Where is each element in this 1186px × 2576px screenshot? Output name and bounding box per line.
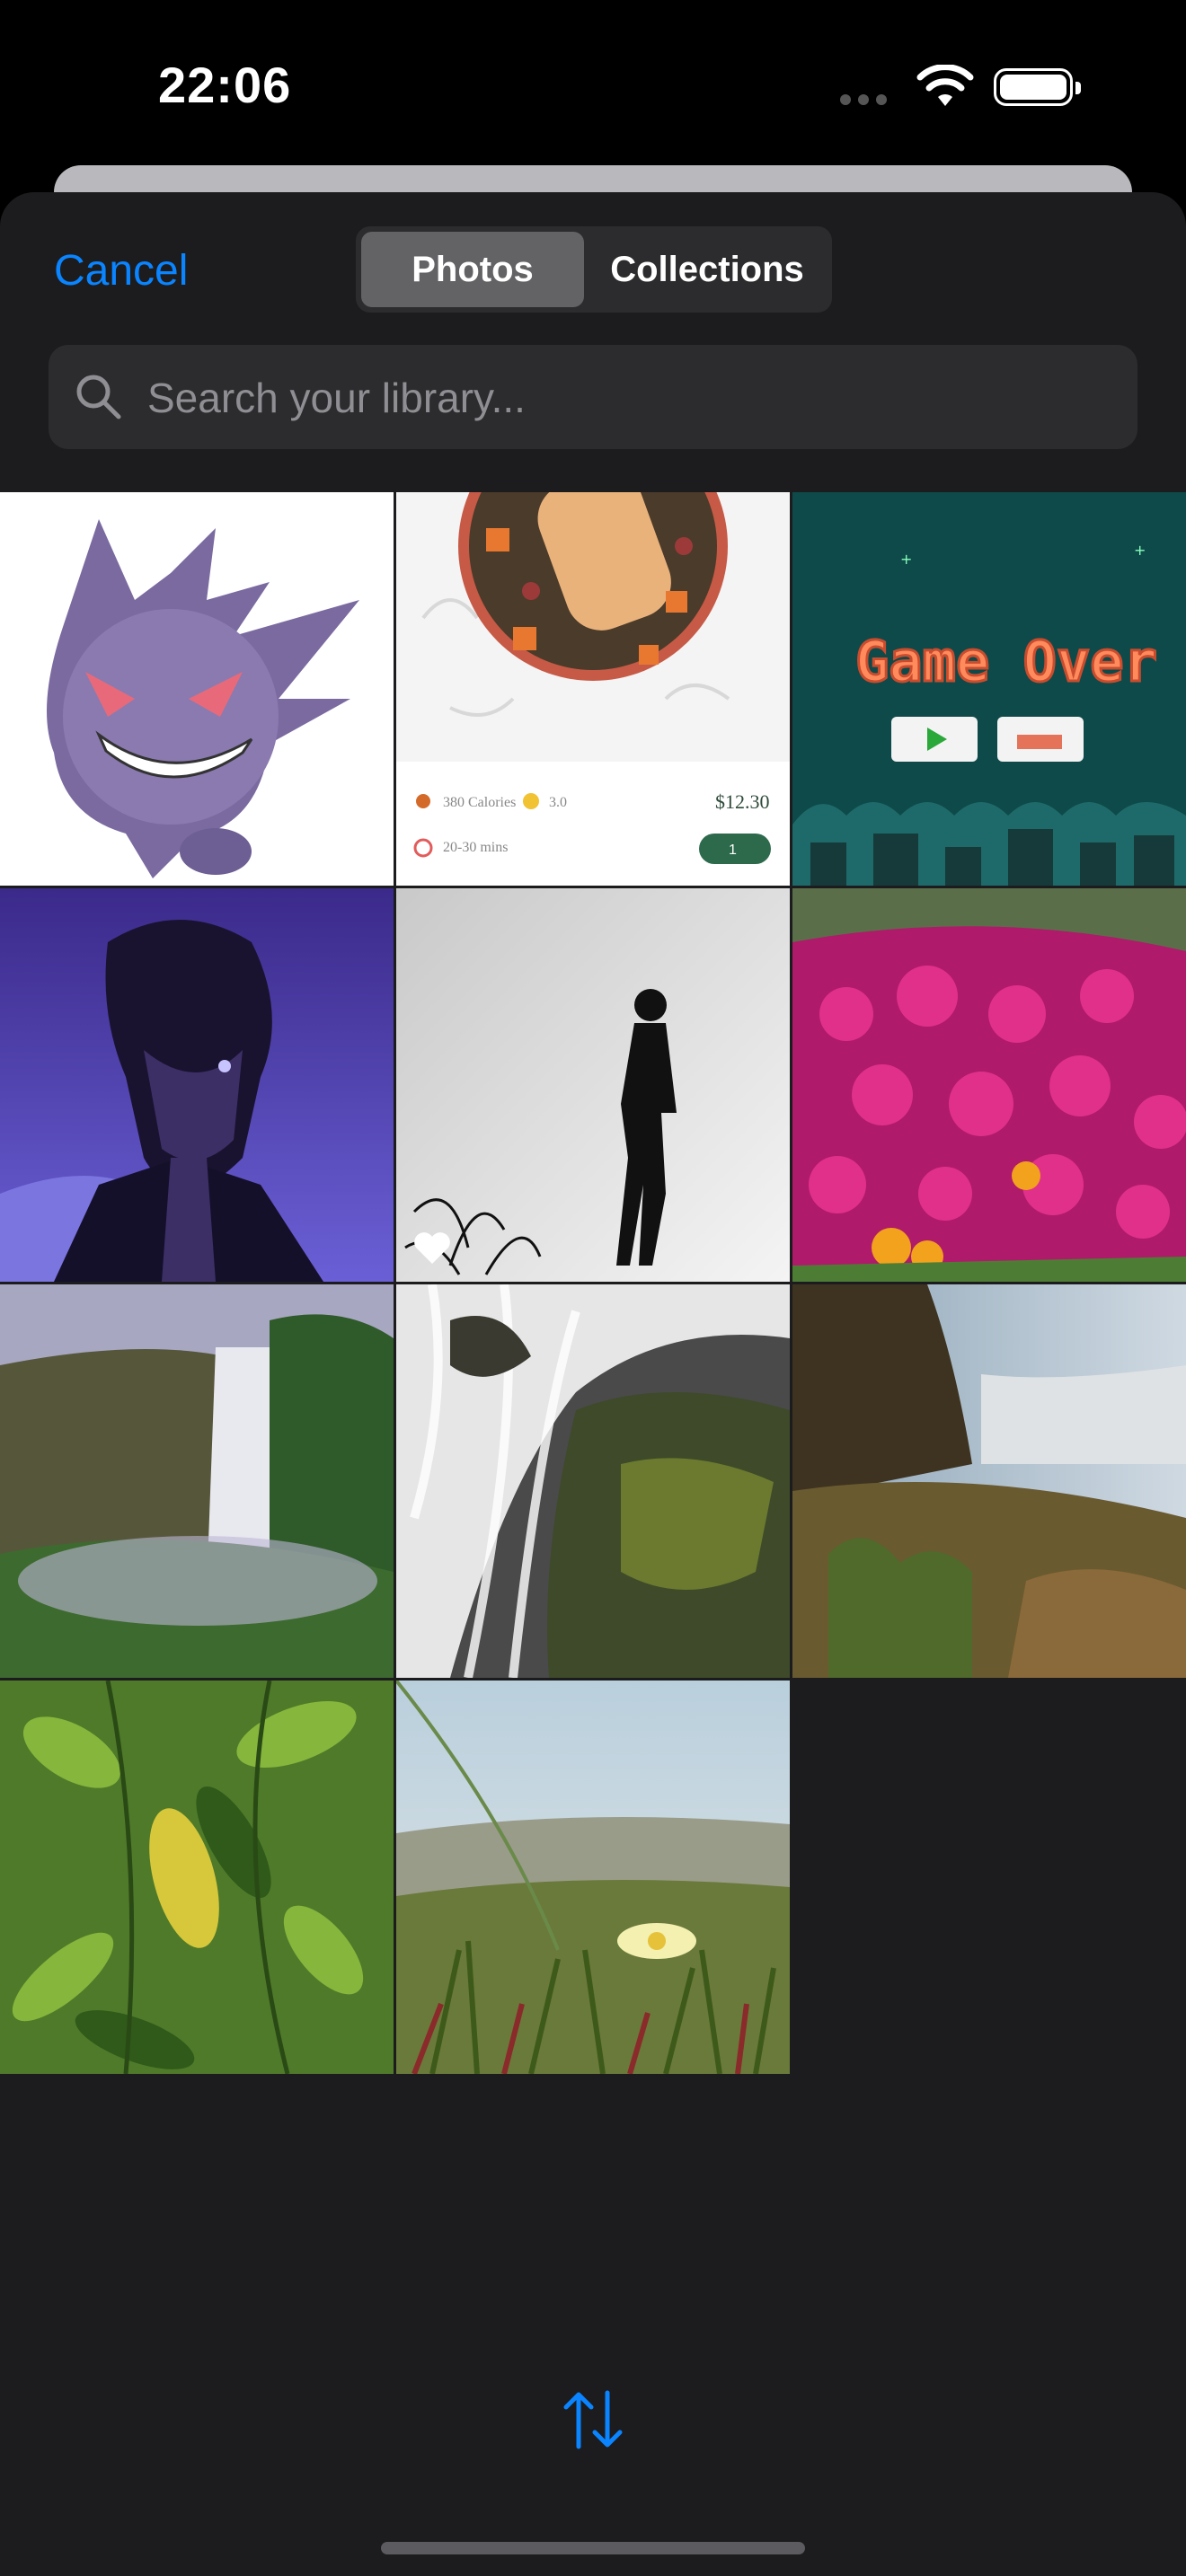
search-bar [49, 345, 1137, 449]
photo-tile[interactable] [792, 1284, 1186, 1678]
photo-tile[interactable] [396, 888, 790, 1282]
sort-arrows-icon[interactable] [557, 2384, 629, 2456]
pink-flowers-image [792, 888, 1186, 1282]
search-icon [76, 375, 121, 419]
rating-text: 3.0 [549, 795, 567, 810]
photo-tile[interactable]: Game Over + + [792, 492, 1186, 886]
calories-text: 380 Calories [443, 795, 516, 810]
price-text: $12.30 [715, 790, 770, 813]
favorite-heart-icon [414, 1232, 450, 1264]
photo-picker-sheet: Cancel Photos Collections [0, 192, 1186, 2576]
salad-card-image: 380 Calories 3.0 $12.30 20-30 mins 1 [396, 492, 790, 886]
home-indicator [381, 2542, 805, 2554]
signal-dots-icon [840, 93, 903, 106]
svg-text:+: + [1134, 542, 1146, 559]
photo-tile[interactable] [396, 1284, 790, 1678]
source-segmented-control: Photos Collections [356, 226, 832, 313]
ghost-creature-image [0, 492, 394, 886]
waterfall-sunset-image [792, 1284, 1186, 1678]
search-input[interactable] [146, 363, 1111, 433]
game-over-title: Game Over [855, 629, 1157, 694]
photo-tile[interactable] [0, 1284, 394, 1678]
svg-text:+: + [900, 551, 912, 568]
anime-character-image [0, 888, 394, 1282]
photo-tile[interactable]: 380 Calories 3.0 $12.30 20-30 mins 1 [396, 492, 790, 886]
status-bar: 22:06 [0, 0, 1186, 171]
beach-flower-image [396, 1681, 790, 2074]
photo-tile[interactable] [0, 888, 394, 1282]
tab-collections[interactable]: Collections [610, 249, 804, 289]
photo-tile[interactable] [792, 888, 1186, 1282]
status-time: 22:06 [158, 57, 292, 113]
qty-text: 1 [729, 842, 737, 858]
game-over-image: Game Over + + [792, 492, 1186, 886]
rocky-waterfall-image [396, 1284, 790, 1678]
waterfall-valley-image [0, 1284, 394, 1678]
wifi-icon [916, 65, 974, 106]
tab-photos[interactable]: Photos [361, 232, 584, 307]
photo-tile[interactable] [396, 1681, 790, 2074]
silhouette-image [396, 888, 790, 1282]
battery-icon [994, 68, 1081, 106]
green-leaves-image [0, 1681, 394, 2074]
photo-tile[interactable] [0, 492, 394, 886]
time-text: 20-30 mins [443, 840, 508, 855]
photo-tile[interactable] [0, 1681, 394, 2074]
cancel-button[interactable]: Cancel [54, 247, 189, 295]
